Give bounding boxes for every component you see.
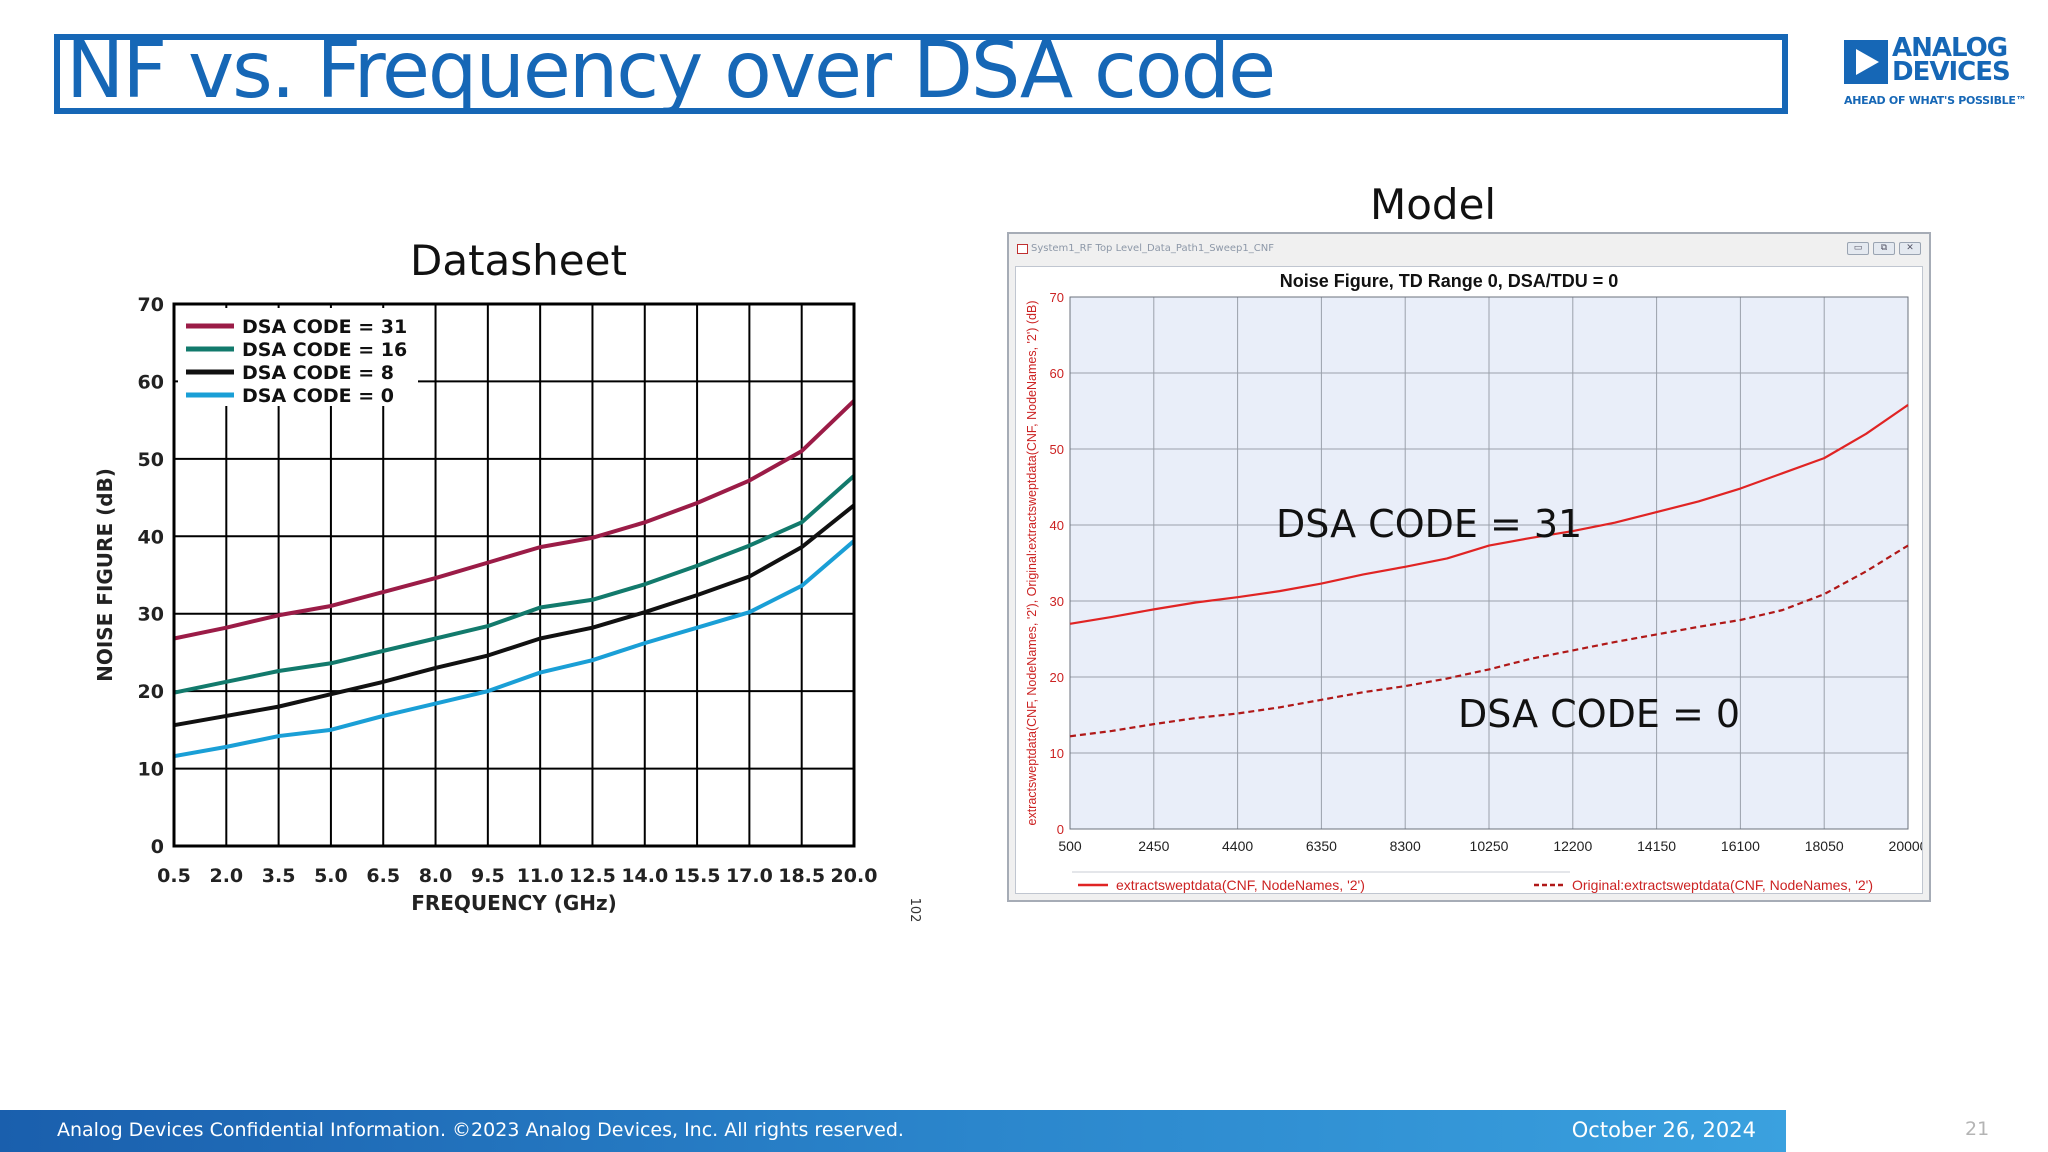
md-x-tick-label: 4400: [1222, 838, 1253, 854]
ds-series-line: [173, 399, 856, 641]
title-box: NF vs. Frequency over DSA code: [54, 34, 1788, 114]
ds-y-tick-label: 30: [138, 604, 164, 626]
logo-wordmark: ANALOG DEVICES: [1892, 33, 2011, 87]
md-y-tick-label: 30: [1050, 594, 1064, 609]
ds-x-tick-label: 3.5: [262, 865, 296, 887]
md-x-tick-label: 6350: [1306, 838, 1337, 854]
ds-legend-label: DSA CODE = 8: [242, 362, 394, 384]
ds-x-tick-label: 0.5: [157, 865, 191, 887]
ds-x-tick-label: 2.0: [209, 865, 243, 887]
analog-devices-logo: ANALOG DEVICES AHEAD OF WHAT'S POSSIBLE™: [1844, 33, 2034, 116]
logo-tagline: AHEAD OF WHAT'S POSSIBLE™: [1844, 94, 2027, 107]
ds-x-tick-label: 15.5: [674, 865, 721, 887]
footer-confidential-text: Analog Devices Confidential Information.…: [57, 1119, 904, 1141]
logo-line2: DEVICES: [1892, 57, 2011, 87]
md-y-tick-label: 50: [1050, 442, 1064, 457]
ds-y-tick-label: 0: [151, 836, 164, 858]
minimize-button[interactable]: ▭: [1847, 242, 1869, 255]
ds-series-line: [173, 503, 856, 728]
md-x-tick-label: 12200: [1553, 838, 1592, 854]
ds-legend-label: DSA CODE = 16: [242, 339, 407, 361]
ds-x-tick-label: 9.5: [471, 865, 505, 887]
ds-x-tick-label: 11.0: [517, 865, 564, 887]
restore-button[interactable]: ⧉: [1873, 242, 1895, 255]
md-y-tick-label: 0: [1057, 822, 1064, 837]
md-x-tick-label: 16100: [1721, 838, 1760, 854]
md-x-tick-label: 18050: [1805, 838, 1844, 854]
ds-y-tick-label: 20: [138, 681, 164, 703]
md-x-tick-label: 14150: [1637, 838, 1676, 854]
ds-side-label: 102: [907, 898, 922, 923]
md-series-line: [1069, 544, 1909, 738]
md-y-axis-label: extractsweptdata(CNF, NodeNames, '2'), O…: [1025, 300, 1039, 825]
ds-x-tick-label: 18.5: [778, 865, 825, 887]
md-plot-frame: [1069, 296, 1909, 830]
page-number: 21: [1965, 1118, 1990, 1140]
ds-y-tick-label: 60: [138, 371, 164, 393]
md-annotation-31: DSA CODE = 31: [1276, 502, 1582, 546]
ds-y-tick-label: 50: [138, 449, 164, 471]
window-title: System1_RF Top Level_Data_Path1_Sweep1_C…: [1031, 243, 1274, 254]
model-plot-window: System1_RF Top Level_Data_Path1_Sweep1_C…: [1007, 232, 1931, 902]
ds-x-tick-label: 20.0: [831, 865, 878, 887]
ds-legend-label: DSA CODE = 0: [242, 385, 394, 407]
md-x-tick-label: 2450: [1138, 838, 1169, 854]
window-app-icon: [1017, 244, 1028, 254]
md-legend-label: Original:extractsweptdata(CNF, NodeNames…: [1572, 877, 1873, 893]
md-x-tick-label: 10250: [1470, 838, 1509, 854]
logo-line1: ANALOG: [1892, 33, 2008, 63]
md-chart-title: Noise Figure, TD Range 0, DSA/TDU = 0: [1280, 271, 1619, 291]
md-annotation-0: DSA CODE = 0: [1458, 692, 1740, 736]
page-title: NF vs. Frequency over DSA code: [66, 34, 1276, 114]
footer-date: October 26, 2024: [1571, 1118, 1756, 1142]
md-x-tick-label: 500: [1058, 838, 1082, 854]
ds-y-tick-label: 70: [138, 294, 164, 316]
model-heading: Model: [1370, 180, 1497, 229]
md-y-tick-label: 10: [1050, 746, 1064, 761]
md-legend-label: extractsweptdata(CNF, NodeNames, '2'): [1116, 877, 1365, 893]
ds-x-tick-label: 17.0: [726, 865, 773, 887]
datasheet-heading: Datasheet: [410, 236, 627, 285]
ds-series-line: [173, 474, 856, 695]
close-button[interactable]: ✕: [1899, 242, 1921, 255]
ds-y-tick-label: 40: [138, 526, 164, 548]
ds-y-axis-label: NOISE FIGURE (dB): [93, 468, 117, 682]
ds-x-tick-label: 14.0: [621, 865, 668, 887]
ds-y-tick-label: 10: [138, 759, 164, 781]
md-x-tick-label: 8300: [1390, 838, 1421, 854]
ds-x-tick-label: 5.0: [314, 865, 348, 887]
md-y-tick-label: 40: [1050, 518, 1064, 533]
ds-legend-label: DSA CODE = 31: [242, 316, 407, 338]
logo-triangle-icon: [1844, 40, 1888, 84]
datasheet-chart: 0.5 2.0 3.5 5.0 6.5 8.0 9.5 11.0 12.5 14.0 15.5 17.…: [93, 294, 922, 923]
md-y-tick-label: 70: [1050, 290, 1064, 305]
ds-plot-frame: [172, 302, 856, 848]
ds-series-line: [173, 539, 856, 759]
footer-bar: Analog Devices Confidential Information.…: [0, 1110, 1786, 1152]
md-y-tick-label: 60: [1050, 366, 1064, 381]
ds-x-tick-label: 8.0: [419, 865, 453, 887]
md-series-line: [1069, 404, 1909, 625]
ds-x-axis-label: FREQUENCY (GHz): [411, 891, 617, 915]
plot-area-panel: Noise Figure, TD Range 0, DSA/TDU = 0 500…: [1015, 266, 1923, 894]
ds-x-tick-label: 12.5: [569, 865, 616, 887]
ds-x-tick-label: 6.5: [366, 865, 400, 887]
model-chart: Noise Figure, TD Range 0, DSA/TDU = 0500…: [1025, 271, 1922, 893]
md-y-tick-label: 20: [1050, 670, 1064, 685]
